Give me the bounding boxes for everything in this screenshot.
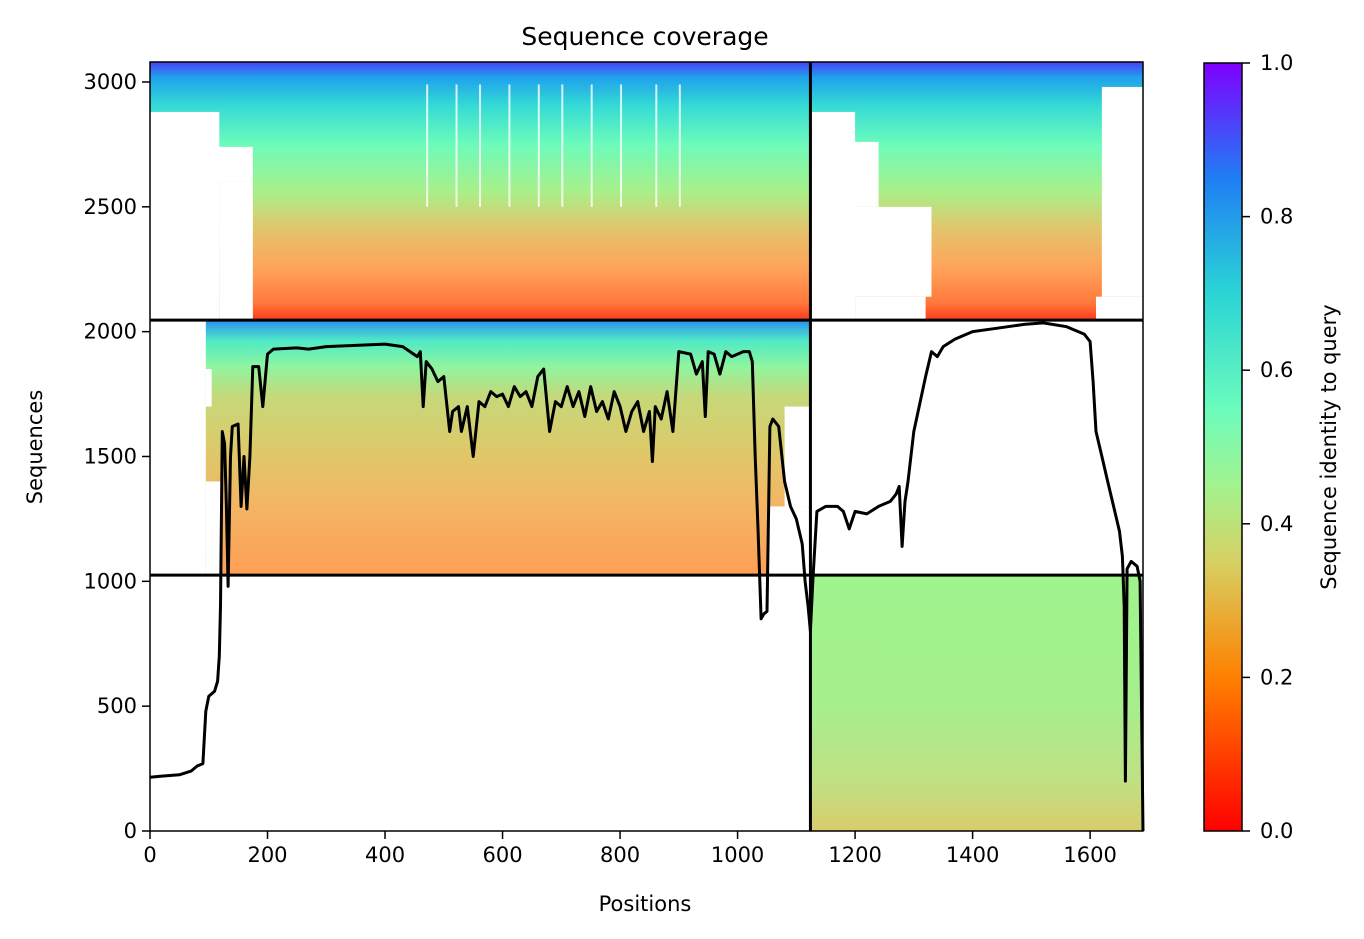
coverage-gap xyxy=(1095,296,1143,321)
colorbar-tick-label: 1.0 xyxy=(1260,51,1293,75)
msa-block-paired xyxy=(150,62,1143,321)
coverage-gap xyxy=(784,406,811,507)
x-axis-label: Positions xyxy=(599,892,692,916)
coverage-gaps xyxy=(150,84,1143,831)
y-tick-label: 2500 xyxy=(84,195,137,219)
x-tick-label: 400 xyxy=(365,843,405,867)
colorbar-tick-label: 0.8 xyxy=(1260,205,1293,229)
colorbar-tick-label: 0.6 xyxy=(1260,358,1293,382)
msa-block-chain-b xyxy=(810,575,1143,831)
colorbar-gradient xyxy=(1203,62,1243,832)
x-tick-label: 1400 xyxy=(946,843,999,867)
colorbar-label: Sequence identity to query xyxy=(1317,304,1341,589)
x-tick-label: 1600 xyxy=(1063,843,1116,867)
gap-streak xyxy=(508,84,511,207)
coverage-gap xyxy=(150,575,811,831)
colorbar-tick-label: 0.4 xyxy=(1260,512,1293,536)
y-tick-label: 2000 xyxy=(84,320,137,344)
gap-streak xyxy=(590,84,593,207)
coverage-gap xyxy=(1101,86,1143,297)
coverage-gap xyxy=(205,369,212,407)
coverage-gap xyxy=(150,146,253,182)
gap-streak xyxy=(426,84,429,207)
gap-streak xyxy=(678,84,681,207)
colorbar: 0.0 0.2 0.4 0.6 0.8 1.0 Sequence identity to … xyxy=(1203,51,1341,843)
x-tick-label: 600 xyxy=(482,843,522,867)
y-tick-label: 1500 xyxy=(84,444,137,468)
coverage-gap xyxy=(205,481,221,576)
x-tick-label: 800 xyxy=(600,843,640,867)
colorbar-tick-label: 0.2 xyxy=(1260,665,1293,689)
colorbar-ticks: 0.0 0.2 0.4 0.6 0.8 1.0 xyxy=(1242,51,1293,843)
coverage-gap xyxy=(219,181,253,321)
gap-streak xyxy=(655,84,658,207)
chart-title: Sequence coverage xyxy=(521,22,768,51)
plot-area xyxy=(149,61,1145,832)
chain-boundaries xyxy=(150,62,1143,831)
coverage-gap xyxy=(810,320,1143,576)
coverage-gap xyxy=(150,320,206,576)
plot-frame xyxy=(149,61,1144,832)
colorbar-tick-label: 0.0 xyxy=(1260,819,1293,843)
x-tick-label: 0 xyxy=(143,843,156,867)
y-tick-label: 3000 xyxy=(84,70,137,94)
coverage-gap xyxy=(810,141,879,207)
y-tick-label: 1000 xyxy=(84,569,137,593)
gap-streak xyxy=(455,84,458,207)
coverage-gap xyxy=(810,206,932,297)
x-tick-label: 200 xyxy=(247,843,287,867)
x-tick-label: 1200 xyxy=(828,843,881,867)
gap-streak xyxy=(479,84,482,207)
gap-streak xyxy=(561,84,564,207)
x-axis: 0 200 400 600 800 1000 1200 1400 1600 xyxy=(143,831,1117,867)
coverage-gap xyxy=(855,296,926,321)
y-axis-label: Sequences xyxy=(23,390,47,505)
y-axis: 0 500 1000 1500 2000 2500 3000 xyxy=(84,70,150,843)
gap-streak xyxy=(537,84,540,207)
gap-streak xyxy=(620,84,623,207)
x-tick-label: 1000 xyxy=(711,843,764,867)
coverage-gap xyxy=(150,111,220,321)
coverage-line xyxy=(149,321,1145,832)
y-tick-label: 500 xyxy=(97,694,137,718)
y-tick-label: 0 xyxy=(124,819,137,843)
